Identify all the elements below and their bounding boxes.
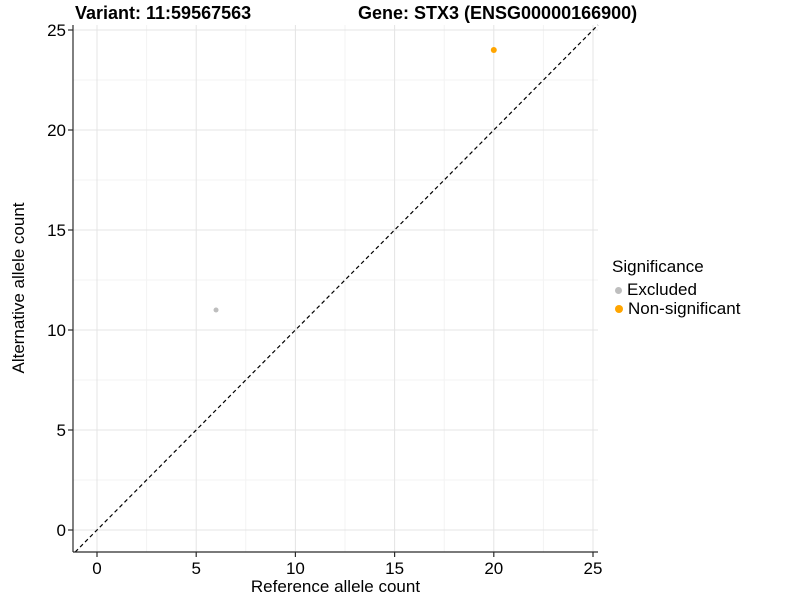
gene-title: Gene: STX3 (ENSG00000166900) (358, 3, 638, 23)
y-tick-label: 15 (47, 221, 66, 240)
y-tick-label: 10 (47, 321, 66, 340)
x-tick-label: 20 (484, 559, 503, 578)
y-tick-label: 25 (47, 21, 66, 40)
identity-reference-line (74, 24, 599, 553)
x-tick-label: 0 (92, 559, 101, 578)
legend: Significance Excluded Non-significant (612, 257, 740, 318)
legend-item-excluded: Excluded (612, 281, 740, 299)
data-point-non-significant (490, 47, 497, 53)
y-tick-label: 0 (57, 521, 66, 540)
legend-title: Significance (612, 257, 704, 276)
variant-title: Variant: 11:59567563 (75, 3, 252, 23)
x-tick-label: 25 (584, 559, 603, 578)
x-axis-title: Reference allele count (250, 577, 421, 596)
legend-item-non-significant: Non-significant (612, 300, 740, 318)
legend-items: Excluded Non-significant (612, 281, 740, 318)
x-tick-label: 5 (191, 559, 200, 578)
y-axis-title: Alternative allele count (9, 202, 28, 374)
legend-dot-non-significant (615, 305, 623, 313)
legend-label-excluded: Excluded (627, 280, 697, 299)
x-tick-label: 15 (385, 559, 404, 578)
legend-label-non-significant: Non-significant (628, 299, 741, 318)
data-point-excluded (213, 307, 219, 313)
y-tick-label: 5 (57, 421, 66, 440)
legend-dot-excluded (615, 286, 622, 294)
y-tick-label: 20 (47, 121, 66, 140)
x-tick-label: 10 (286, 559, 305, 578)
